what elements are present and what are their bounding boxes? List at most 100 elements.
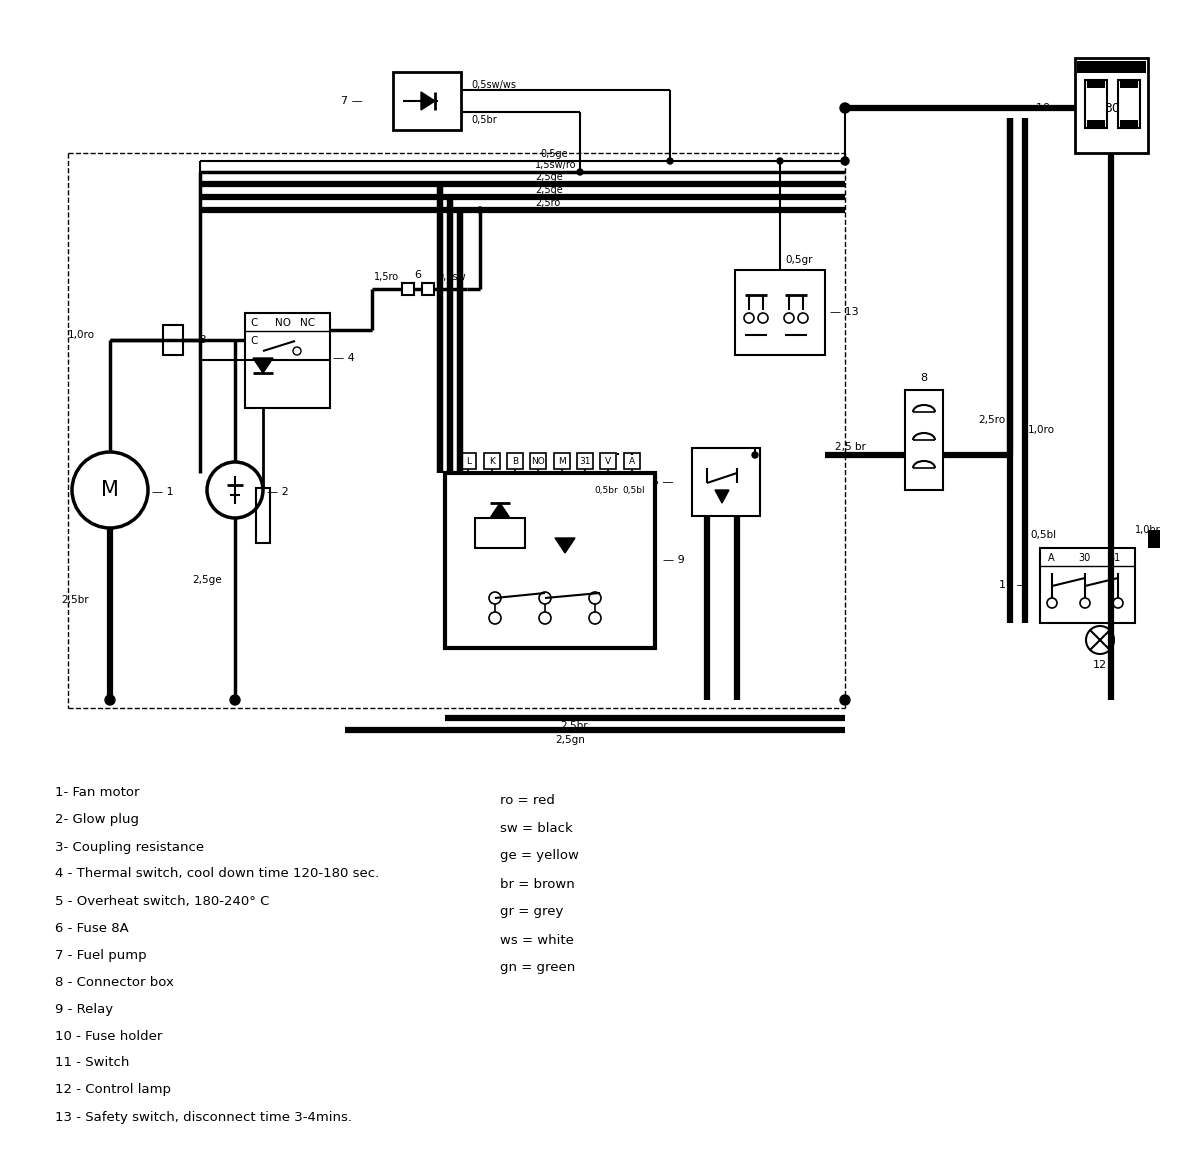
Circle shape [105,695,115,705]
Bar [1077,60,1146,73]
Text: 0,5bl: 0,5bl [623,485,646,494]
Text: — 2: — 2 [267,487,289,497]
Text: 4 - Thermal switch, cool down time 120-180 sec.: 4 - Thermal switch, cool down time 120-1… [55,868,379,880]
Text: — 9: — 9 [663,555,684,565]
Text: 2,5ro: 2,5ro [978,415,1005,424]
Text: sw = black: sw = black [499,821,573,835]
Circle shape [777,158,783,164]
Text: — 13: — 13 [830,307,859,317]
Text: M: M [101,480,119,500]
Text: 1,0ro: 1,0ro [68,330,95,340]
Text: — 4: — 4 [333,354,355,363]
Text: ro = red: ro = red [499,793,555,806]
Text: 8: 8 [920,373,927,383]
Text: 12: 12 [1093,659,1107,670]
Bar [1118,80,1140,128]
Bar [905,390,944,490]
Bar [1076,58,1149,154]
Text: C: C [250,336,257,347]
Bar [475,518,525,548]
Text: A: A [629,457,635,465]
Bar [256,488,270,543]
Text: L: L [465,457,471,465]
Text: 0,5br: 0,5br [594,485,618,494]
Text: 10 - Fuse holder: 10 - Fuse holder [55,1029,163,1042]
Text: 1,5sw/ro: 1,5sw/ro [535,160,576,170]
Text: 0,5sw/ws: 0,5sw/ws [471,80,516,90]
Circle shape [840,695,851,705]
Polygon shape [555,538,575,552]
Text: 10 —: 10 — [1037,104,1065,113]
Text: NC: NC [300,317,316,328]
Bar [1120,80,1138,88]
Text: 7 —: 7 — [342,97,363,106]
Text: br = brown: br = brown [499,878,575,891]
Bar [484,454,499,469]
Circle shape [477,207,483,213]
Polygon shape [421,92,435,110]
Text: A: A [1048,552,1054,563]
Text: 5 - Overheat switch, 180-240° C: 5 - Overheat switch, 180-240° C [55,894,270,907]
Text: NO: NO [531,457,545,465]
Text: 3- Coupling resistance: 3- Coupling resistance [55,841,204,854]
Bar [623,454,640,469]
Text: V: V [605,457,611,465]
Bar [402,283,413,295]
Bar [1120,120,1138,128]
Text: 0,5gr: 0,5gr [785,255,813,265]
Text: 2,5 br: 2,5 br [835,442,866,452]
Text: 0,5br: 0,5br [471,115,497,124]
Text: 2,5br: 2,5br [560,721,588,732]
Bar [1149,530,1160,548]
Text: — 1: — 1 [152,487,173,497]
Bar [1085,80,1107,128]
Text: 30: 30 [1104,101,1120,114]
Bar [1040,548,1134,623]
Bar [245,313,330,408]
Bar [1087,120,1105,128]
Circle shape [667,158,673,164]
Bar [577,454,593,469]
Text: 0,5ge: 0,5ge [540,149,568,159]
Text: gn = green: gn = green [499,962,575,975]
Bar [1087,80,1105,88]
Text: 2,5ge: 2,5ge [535,172,563,181]
Polygon shape [253,358,273,373]
Text: 5 —: 5 — [653,477,674,487]
Bar [691,448,760,516]
Circle shape [840,104,851,113]
Text: K: K [489,457,495,465]
Text: ws = white: ws = white [499,934,574,947]
Text: 11 —: 11 — [999,580,1028,590]
Text: 2- Glow plug: 2- Glow plug [55,813,139,827]
Text: — 3: — 3 [185,335,206,345]
Text: B: B [512,457,518,465]
Text: 13 - Safety switch, disconnect time 3-4mins.: 13 - Safety switch, disconnect time 3-4m… [55,1111,352,1123]
Text: 9 - Relay: 9 - Relay [55,1003,113,1015]
Text: M: M [558,457,565,465]
Text: 1- Fan motor: 1- Fan motor [55,786,139,799]
Text: 11 - Switch: 11 - Switch [55,1056,130,1070]
Circle shape [841,157,849,165]
Circle shape [230,695,240,705]
Text: gr = grey: gr = grey [499,906,563,919]
Text: 30: 30 [1078,552,1091,563]
Text: 0,5bl: 0,5bl [1030,530,1057,540]
Bar [554,454,570,469]
Text: NO: NO [274,317,291,328]
Circle shape [577,169,583,174]
Text: 1,5ro: 1,5ro [373,272,399,281]
Bar [601,454,616,469]
Text: 6 - Fuse 8A: 6 - Fuse 8A [55,921,128,935]
Text: 12 - Control lamp: 12 - Control lamp [55,1084,171,1097]
Bar [422,283,434,295]
Text: 1,0ro: 1,0ro [1028,424,1055,435]
Bar [393,72,461,130]
Text: 2,5ro: 2,5ro [535,198,561,208]
Text: 2,5ge: 2,5ge [535,185,563,195]
Text: ge = yellow: ge = yellow [499,849,578,863]
Bar [461,454,476,469]
Text: 8 - Connector box: 8 - Connector box [55,976,174,989]
Text: 2,5br: 2,5br [61,595,88,605]
Text: 1,0br: 1,0br [1136,525,1160,535]
